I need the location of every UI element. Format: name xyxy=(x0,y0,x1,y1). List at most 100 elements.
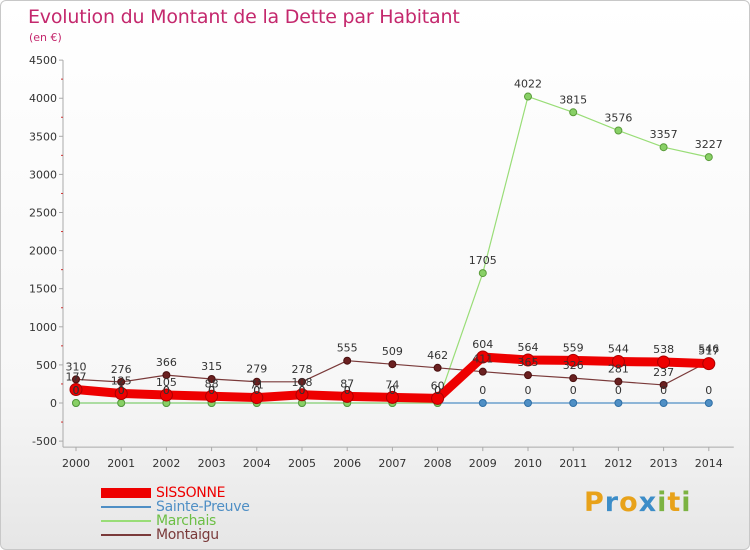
x-tick-label: 2000 xyxy=(62,457,90,470)
data-label-sainte-preuve: 0 xyxy=(705,384,712,397)
x-tick-label: 2003 xyxy=(198,457,226,470)
chart-subtitle: (en €) xyxy=(29,31,62,44)
logo-letter: i xyxy=(657,487,668,518)
data-point-sainte-preuve xyxy=(614,399,623,407)
x-tick-label: 2004 xyxy=(243,457,271,470)
legend-label-sissonne: SISSONNE xyxy=(156,485,226,501)
legend-swatch-marchais xyxy=(101,520,151,522)
y-tick-label: 2500 xyxy=(29,207,57,220)
data-label-sainte-preuve: 0 xyxy=(389,384,396,397)
data-point-sissonne xyxy=(114,386,128,400)
x-tick-label: 2013 xyxy=(650,457,678,470)
data-point-montaigu xyxy=(659,380,668,389)
data-point-montaigu xyxy=(117,377,126,386)
data-point-montaigu xyxy=(478,367,487,376)
legend-swatch-sainte-preuve xyxy=(101,506,151,508)
x-tick-label: 2005 xyxy=(288,457,316,470)
legend-item-sissonne: SISSONNE xyxy=(101,486,250,500)
data-label-sissonne: 105 xyxy=(156,376,177,389)
data-label-montaigu: 278 xyxy=(292,363,313,376)
logo-letter: o xyxy=(619,487,639,518)
x-tick-label: 2001 xyxy=(107,457,135,470)
data-label-sainte-preuve: 0 xyxy=(615,384,622,397)
x-tick-label: 2007 xyxy=(378,457,406,470)
data-label-marchais: 0 xyxy=(344,384,351,397)
data-point-montaigu xyxy=(162,371,171,380)
data-label-montaigu: 365 xyxy=(518,356,539,369)
data-label-sissonne: 538 xyxy=(653,343,674,356)
legend-item-marchais: Marchais xyxy=(101,514,250,528)
data-point-marchais xyxy=(478,269,487,278)
data-label-sissonne: 559 xyxy=(563,341,584,354)
data-label-sainte-preuve: 0 xyxy=(570,384,577,397)
data-label-marchais: 0 xyxy=(253,384,260,397)
data-point-montaigu xyxy=(298,377,306,386)
data-label-montaigu: 555 xyxy=(337,342,358,355)
data-label-montaigu: 546 xyxy=(698,342,719,355)
legend-label-montaigu: Montaigu xyxy=(156,527,219,543)
data-label-montaigu: 237 xyxy=(653,366,674,379)
x-tick-label: 2006 xyxy=(333,457,361,470)
data-label-montaigu: 366 xyxy=(156,356,177,369)
data-point-sissonne xyxy=(521,353,535,367)
data-label-sainte-preuve: 0 xyxy=(118,384,125,397)
data-label-montaigu: 281 xyxy=(608,363,629,376)
y-tick-label: 4000 xyxy=(29,92,57,105)
data-point-montaigu xyxy=(388,360,397,369)
data-point-montaigu xyxy=(207,374,216,383)
y-tick-label: 1500 xyxy=(29,283,57,296)
data-label-marchais: 0 xyxy=(73,384,80,397)
x-tick-label: 2002 xyxy=(152,457,180,470)
data-label-marchais: 0 xyxy=(163,384,170,397)
data-point-montaigu xyxy=(343,356,352,365)
data-label-montaigu: 276 xyxy=(111,363,132,376)
data-point-sainte-preuve xyxy=(569,399,578,407)
data-label-marchais: 3357 xyxy=(650,128,678,141)
data-point-sissonne xyxy=(611,355,625,369)
data-point-montaigu xyxy=(433,363,442,372)
x-tick-label: 2010 xyxy=(514,457,542,470)
y-tick-label: 4500 xyxy=(29,54,57,67)
data-label-sissonne: 604 xyxy=(472,338,493,351)
data-point-montaigu xyxy=(72,375,80,384)
data-label-montaigu: 411 xyxy=(472,353,493,366)
data-label-marchais: 0 xyxy=(208,384,215,397)
legend-item-sainte-preuve: Sainte-Preuve xyxy=(101,500,250,514)
data-label-sissonne: 517 xyxy=(698,345,719,358)
data-label-montaigu: 509 xyxy=(382,345,403,358)
data-label-montaigu: 310 xyxy=(66,360,87,373)
y-tick-label: 3500 xyxy=(29,130,57,143)
data-label-sissonne: 74 xyxy=(385,378,399,391)
data-label-marchais: 3815 xyxy=(559,93,587,106)
data-point-sissonne xyxy=(69,383,83,397)
data-point-sissonne xyxy=(250,391,264,405)
y-tick-label: 1000 xyxy=(29,321,57,334)
data-point-marchais xyxy=(614,126,623,135)
x-tick-label: 2009 xyxy=(469,457,497,470)
data-label-sainte-preuve: 0 xyxy=(253,384,260,397)
data-label-sainte-preuve: 0 xyxy=(525,384,532,397)
data-point-marchais xyxy=(569,108,578,117)
data-point-sainte-preuve xyxy=(659,399,668,407)
logo-letter: x xyxy=(638,487,658,518)
data-label-marchais: 0 xyxy=(118,384,125,397)
data-point-montaigu xyxy=(252,377,261,386)
data-label-sissonne: 60 xyxy=(431,379,445,392)
data-point-sissonne xyxy=(476,350,490,364)
data-point-sissonne xyxy=(205,389,219,403)
data-label-sainte-preuve: 0 xyxy=(73,384,80,397)
data-point-sainte-preuve xyxy=(704,399,713,407)
data-label-marchais: 0 xyxy=(299,384,306,397)
data-label-montaigu: 315 xyxy=(201,360,222,373)
data-point-montaigu xyxy=(569,374,578,383)
legend-label-sainte-preuve: Sainte-Preuve xyxy=(156,499,250,515)
data-label-sainte-preuve: 0 xyxy=(434,384,441,397)
data-label-sissonne: 88 xyxy=(205,377,219,390)
x-tick-label: 2012 xyxy=(604,457,632,470)
data-label-marchais: 1705 xyxy=(469,254,497,267)
data-point-sissonne xyxy=(159,388,173,402)
data-label-marchais: 0 xyxy=(389,384,396,397)
data-point-sissonne xyxy=(702,357,716,371)
logo-letter: i xyxy=(681,487,692,518)
